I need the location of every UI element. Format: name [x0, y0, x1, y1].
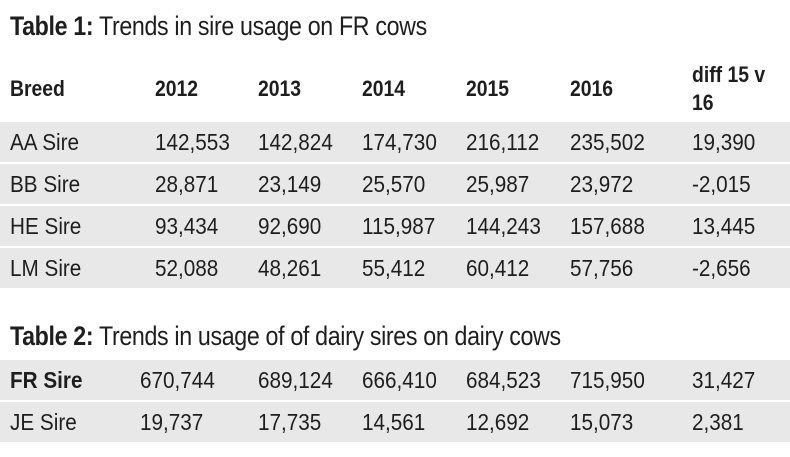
table-cell: 57,756	[560, 246, 682, 288]
table1-title: Table 1: Trends in sire usage on FR cows	[10, 10, 427, 42]
table-row: FR Sire 670,744 689,124 666,410 684,523 …	[0, 358, 790, 400]
table-cell: 689,124	[248, 358, 352, 400]
table-cell: 52,088	[145, 246, 248, 288]
table-cell: 93,434	[145, 204, 248, 246]
table-row: HE Sire 93,434 92,690 115,987 144,243 15…	[0, 204, 790, 246]
table1-title-text: Trends in sire usage on FR cows	[93, 11, 427, 41]
table-cell: 23,149	[248, 162, 352, 204]
table-cell: 19,737	[130, 400, 248, 442]
header-2013: 2013	[248, 58, 352, 120]
table-cell: 216,112	[456, 120, 560, 162]
table-cell: 48,261	[248, 246, 352, 288]
table-cell: 142,553	[145, 120, 248, 162]
table-cell: 12,692	[456, 400, 560, 442]
table-cell: 15,073	[560, 400, 682, 442]
table2-title-label: Table 2:	[10, 321, 93, 351]
table-cell: 174,730	[352, 120, 456, 162]
table-row: BB Sire 28,871 23,149 25,570 25,987 23,9…	[0, 162, 790, 204]
table-cell: 2,381	[682, 400, 790, 442]
table-cell: 92,690	[248, 204, 352, 246]
table2-title: Table 2: Trends in usage of of dairy sir…	[10, 320, 561, 352]
table-cell: 14,561	[352, 400, 456, 442]
table-cell: 55,412	[352, 246, 456, 288]
table-cell: -2,656	[682, 246, 790, 288]
table-cell: FR Sire	[0, 358, 130, 400]
table-cell: BB Sire	[0, 162, 145, 204]
table-cell: 28,871	[145, 162, 248, 204]
table-cell: 31,427	[682, 358, 790, 400]
table-row: LM Sire 52,088 48,261 55,412 60,412 57,7…	[0, 246, 790, 288]
header-2012: 2012	[145, 58, 248, 120]
table-cell: 666,410	[352, 358, 456, 400]
table-cell: 115,987	[352, 204, 456, 246]
table-cell: 144,243	[456, 204, 560, 246]
table-cell: 684,523	[456, 358, 560, 400]
table2-title-text: Trends in usage of of dairy sires on dai…	[93, 321, 560, 351]
table-cell: 157,688	[560, 204, 682, 246]
table-cell: 13,445	[682, 204, 790, 246]
table-cell: 17,735	[248, 400, 352, 442]
header-2014: 2014	[352, 58, 456, 120]
header-2016: 2016	[560, 58, 682, 120]
table-row: JE Sire 19,737 17,735 14,561 12,692 15,0…	[0, 400, 790, 442]
table-row: AA Sire 142,553 142,824 174,730 216,112 …	[0, 120, 790, 162]
table-cell: 25,987	[456, 162, 560, 204]
table2: FR Sire 670,744 689,124 666,410 684,523 …	[0, 358, 790, 442]
table-cell: JE Sire	[0, 400, 130, 442]
table1-header-row: Breed 2012 2013 2014 2015 2016 diff 15 v…	[0, 58, 790, 120]
table1: Breed 2012 2013 2014 2015 2016 diff 15 v…	[0, 58, 790, 288]
table-cell: HE Sire	[0, 204, 145, 246]
table-cell: 670,744	[130, 358, 248, 400]
table-cell: 715,950	[560, 358, 682, 400]
table-cell: LM Sire	[0, 246, 145, 288]
header-breed: Breed	[0, 58, 145, 120]
table-cell: -2,015	[682, 162, 790, 204]
header-diff: diff 15 v 16	[682, 58, 790, 120]
table-cell: AA Sire	[0, 120, 145, 162]
table-cell: 25,570	[352, 162, 456, 204]
header-2015: 2015	[456, 58, 560, 120]
table-cell: 19,390	[682, 120, 790, 162]
table1-title-label: Table 1:	[10, 11, 93, 41]
table-cell: 23,972	[560, 162, 682, 204]
table-cell: 142,824	[248, 120, 352, 162]
table-cell: 235,502	[560, 120, 682, 162]
table-cell: 60,412	[456, 246, 560, 288]
